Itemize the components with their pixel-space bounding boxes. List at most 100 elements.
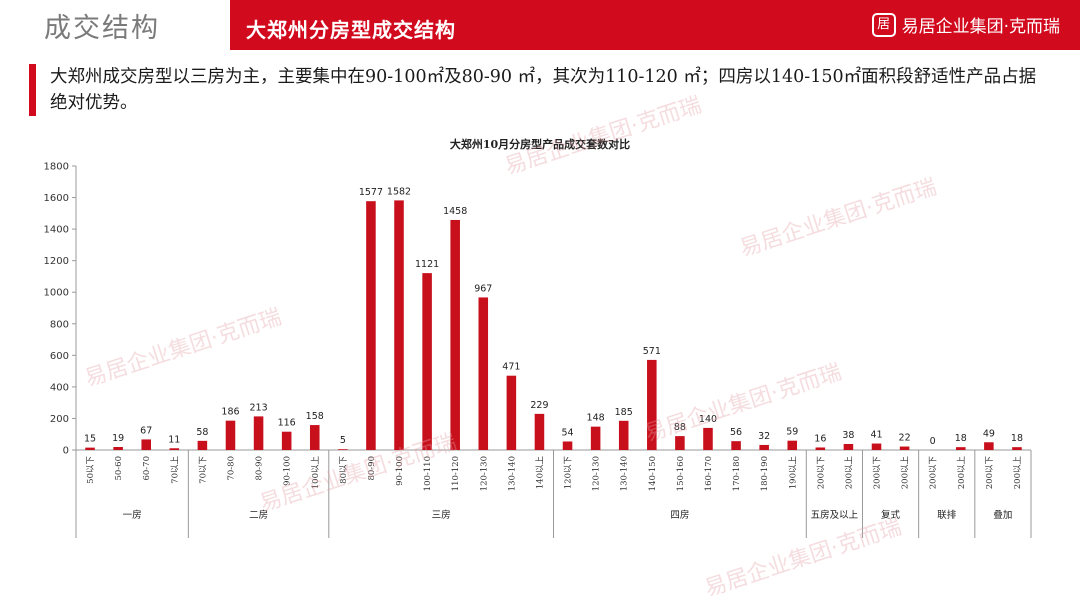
y-tick-label: 200 <box>50 414 69 425</box>
x-tick-label: 70以上 <box>170 456 180 484</box>
x-tick-label: 180-190 <box>760 456 770 491</box>
bar-value-label: 5 <box>340 435 346 446</box>
bar <box>871 443 882 450</box>
x-tick-label: 70以下 <box>198 456 208 484</box>
y-tick-label: 1400 <box>44 225 69 236</box>
x-tick-label: 80以下 <box>339 456 349 484</box>
bar-value-label: 471 <box>502 362 520 373</box>
group-label: 一房 <box>123 509 142 521</box>
x-tick-label: 160-170 <box>704 456 714 491</box>
x-tick-label: 200以上 <box>957 456 967 490</box>
y-tick-label: 1800 <box>44 162 69 173</box>
bar-value-label: 41 <box>870 430 882 441</box>
group-label: 复式 <box>881 509 901 521</box>
section-title-panel <box>0 0 230 50</box>
x-tick-label: 70-80 <box>226 456 236 481</box>
bar <box>590 426 601 450</box>
bar-value-label: 1577 <box>359 187 383 198</box>
summary-text: 大郑州成交房型以三房为主，主要集中在90-100㎡及80-90 ㎡，其次为110… <box>50 67 1037 113</box>
bar-value-label: 16 <box>814 433 826 444</box>
x-tick-label: 120以下 <box>564 456 574 490</box>
bar-chart: 大郑州10月分房型产品成交套数对比 0 200 400 600 800 1000 1200 14… <box>44 137 1032 538</box>
bar-value-label: 15 <box>84 434 96 445</box>
bar <box>731 441 741 450</box>
bar <box>647 359 657 450</box>
x-tick-label: 50以下 <box>86 456 96 484</box>
group-label: 四房 <box>670 509 689 521</box>
x-tick-label: 130-140 <box>507 456 517 491</box>
page-title: 大郑州分房型成交结构 <box>246 18 456 42</box>
x-tick-label: 200以下 <box>816 456 826 490</box>
bar-value-label: 229 <box>530 400 548 411</box>
bar <box>675 436 685 450</box>
group-label: 五房及以上 <box>811 509 859 521</box>
bar <box>225 420 236 450</box>
bar-value-label: 67 <box>140 425 152 436</box>
bar <box>366 201 376 450</box>
x-tick-label: 60-70 <box>142 456 152 481</box>
bar <box>534 413 545 450</box>
bar <box>113 447 123 450</box>
bar-value-label: 54 <box>561 427 573 438</box>
x-tick-label: 80-90 <box>255 456 265 481</box>
bar <box>843 444 854 450</box>
x-tick-label: 50-60 <box>114 456 124 481</box>
x-tick-label: 90-100 <box>283 456 293 486</box>
bar <box>338 449 348 450</box>
x-tick-label: 200以上 <box>901 456 911 490</box>
bar-value-label: 59 <box>786 427 798 438</box>
x-tick-label: 80-90 <box>367 456 377 481</box>
bar-value-label: 11 <box>168 434 180 445</box>
brand-name: 易居企业集团·克而瑞 <box>901 17 1060 37</box>
bar-value-label: 58 <box>196 427 208 438</box>
bar-value-label: 1458 <box>443 206 467 217</box>
bar <box>478 297 489 450</box>
bar-value-label: 213 <box>250 402 268 413</box>
x-tick-label: 100以上 <box>311 456 321 490</box>
x-tick-label: 100-110 <box>423 456 433 491</box>
x-tick-label: 190以上 <box>788 456 798 490</box>
bar-value-label: 185 <box>615 407 633 418</box>
y-tick-label: 600 <box>50 351 69 362</box>
bar <box>169 448 180 450</box>
bar-value-label: 116 <box>278 418 296 429</box>
y-tick-label: 1600 <box>44 193 69 204</box>
x-tick-label: 110-120 <box>451 456 461 491</box>
bar-value-label: 1121 <box>415 259 439 270</box>
bar <box>1012 447 1022 450</box>
x-tick-label: 130-140 <box>620 456 630 491</box>
x-tick-label: 200以下 <box>873 456 883 490</box>
summary-accent-bar <box>29 64 36 116</box>
x-tick-label: 200以上 <box>844 456 854 490</box>
y-tick-label: 800 <box>50 319 69 330</box>
bar <box>899 446 910 450</box>
bar-value-label: 158 <box>306 411 324 422</box>
y-tick-label: 1000 <box>44 288 69 299</box>
bar-value-label: 56 <box>730 427 742 438</box>
bar-value-label: 38 <box>842 430 854 441</box>
bar <box>562 441 573 450</box>
group-label: 联排 <box>937 509 957 521</box>
section-title: 成交结构 <box>44 13 160 44</box>
bar <box>703 427 713 450</box>
bar-value-label: 18 <box>955 433 967 444</box>
bar-value-label: 186 <box>221 407 239 418</box>
bar-value-label: 148 <box>587 413 605 424</box>
x-tick-label: 140-150 <box>648 456 658 491</box>
chart-title: 大郑州10月分房型产品成交套数对比 <box>450 137 630 151</box>
bar <box>253 416 264 450</box>
brand-logo-icon: 居 <box>871 12 896 37</box>
bar-value-label: 49 <box>983 428 995 439</box>
group-label: 二房 <box>249 509 268 521</box>
group-label: 叠加 <box>993 510 1012 521</box>
bar <box>394 200 404 450</box>
bar-value-label: 18 <box>1011 433 1023 444</box>
bar <box>815 447 826 450</box>
x-tick-label: 200以下 <box>929 456 939 490</box>
x-tick-label: 150-160 <box>676 456 686 491</box>
bar <box>197 440 208 450</box>
bar-value-label: 19 <box>112 433 124 444</box>
group-label: 三房 <box>432 509 451 521</box>
bar <box>787 440 798 450</box>
bar-value-label: 0 <box>930 436 936 447</box>
